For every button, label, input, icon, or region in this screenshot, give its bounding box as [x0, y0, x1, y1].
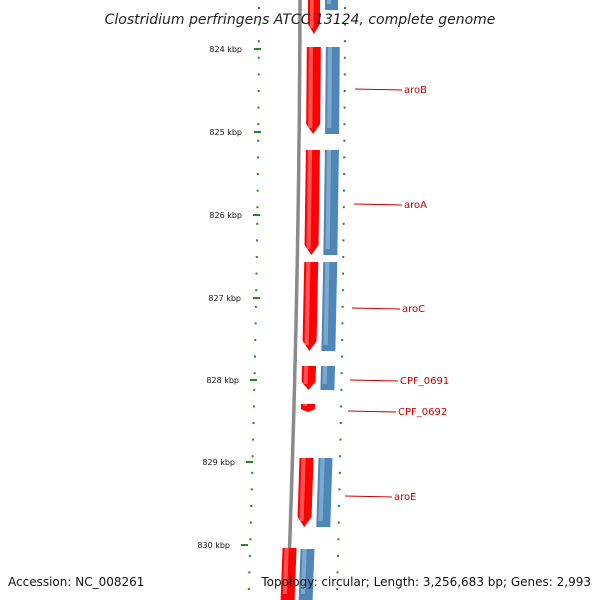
- gene-label: CPF_0692: [398, 407, 447, 418]
- gene-reverse-bar-highlight: [318, 458, 325, 521]
- tick-label: 826 kbp: [209, 211, 242, 220]
- gene-label: aroC: [402, 304, 425, 315]
- gene-arrow-top-partial: [307, 0, 321, 34]
- gene-reverse-bar-highlight: [323, 262, 330, 345]
- gene-leader-line: [349, 379, 399, 382]
- gene-reverse-bar-highlight: [325, 150, 332, 249]
- map-layer: 824 kbp 825 kbp 826 kbp 827 kbp 828 kbp 829 k…: [197, 0, 449, 600]
- gene-leader-line: [344, 495, 393, 498]
- gene-bar-top-partial: [324, 0, 339, 10]
- gene-arrow-bottom-partial: [280, 548, 297, 600]
- gene-reverse-bar: [316, 458, 333, 527]
- gene-reverse-bar: [325, 47, 340, 134]
- gene-forward-arrow-highlight: [299, 458, 306, 521]
- gene-reverse-bar-highlight: [327, 47, 333, 128]
- gene-arrow-top-partial-highlight: [309, 0, 314, 28]
- gene-label: CPF_0691: [400, 376, 449, 387]
- gene-forward-arrow: [302, 262, 319, 351]
- gene-label: aroB: [404, 85, 427, 96]
- gene-forward-arrow: [306, 47, 321, 134]
- tick-label: 830 kbp: [197, 541, 230, 550]
- gene-leader-line: [354, 88, 403, 91]
- tick-label: 824 kbp: [209, 45, 242, 54]
- gene-label: aroA: [404, 200, 427, 211]
- gene-forward-arrow: [304, 150, 320, 255]
- tick-label: 825 kbp: [209, 128, 242, 137]
- gene-bar-bottom-partial: [298, 549, 315, 600]
- gene-reverse-bar-highlight: [322, 366, 328, 384]
- gene-leader-line: [347, 410, 397, 413]
- gene-label: aroE: [394, 492, 416, 503]
- genome-title: Clostridium perfringens ATCC 13124, comp…: [105, 12, 496, 28]
- gene-forward-arrow-highlight: [304, 262, 311, 345]
- gene-reverse-bar: [320, 366, 336, 390]
- gene-forward-arrow: [297, 458, 314, 527]
- accession-text: Accession: NC_008261: [8, 575, 144, 589]
- gene-leader-line: [353, 203, 403, 206]
- gene-forward-arrow: [301, 366, 317, 390]
- gene-bar-bottom-partial-highlight: [300, 549, 307, 594]
- tick-label: 828 kbp: [206, 376, 239, 385]
- gene-leader-line: [351, 307, 401, 310]
- gene-arrow-bottom-partial-highlight: [282, 548, 289, 594]
- gene-forward-arrow-highlight: [306, 150, 313, 249]
- gene-reverse-bar: [323, 150, 339, 255]
- genome-summary-text: Topology: circular; Length: 3,256,683 bp…: [260, 575, 591, 589]
- gene-reverse-bar: [321, 262, 338, 351]
- tick-label: 829 kbp: [202, 458, 235, 467]
- tick-label: 827 kbp: [208, 294, 241, 303]
- genome-backbone: [285, 0, 302, 600]
- gene-forward-arrow-highlight: [308, 47, 314, 128]
- gene-forward-arrow: [300, 404, 316, 412]
- gene-bar-top-partial-highlight: [327, 0, 331, 4]
- gene-forward-arrow-highlight: [303, 366, 309, 384]
- gene-forward-arrow-highlight: [302, 404, 308, 406]
